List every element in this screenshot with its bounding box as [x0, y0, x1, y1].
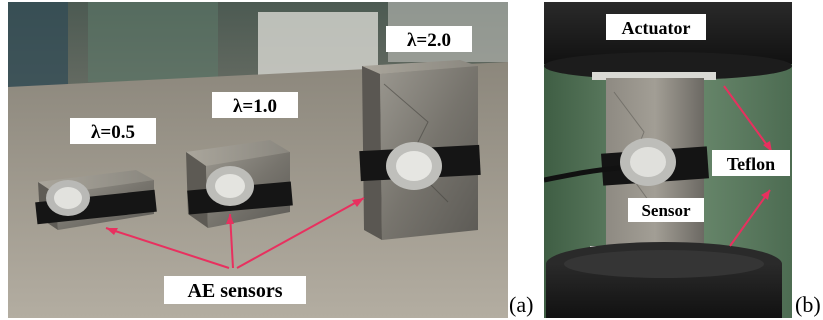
label-actuator: Actuator: [606, 14, 706, 40]
photo-panel-a: λ=0.5 λ=1.0 λ=2.0 AE sensors: [8, 2, 508, 318]
arrow-to-teflon-bottom: [729, 189, 771, 247]
svg-text:λ=1.0: λ=1.0: [233, 96, 277, 117]
panel-letter-b: (b): [795, 292, 821, 317]
svg-text:AE sensors: AE sensors: [187, 280, 282, 302]
panel-letter-a: (a): [509, 292, 534, 317]
svg-text:Actuator: Actuator: [622, 18, 691, 38]
arrow-to-sensor-3: [236, 197, 365, 269]
label-ratio-large: λ=2.0: [386, 26, 472, 52]
label-sensor: Sensor: [628, 198, 704, 222]
label-teflon: Teflon: [712, 150, 790, 176]
loading-setup-photo: Actuator Teflon Sensor: [544, 2, 792, 318]
svg-text:Teflon: Teflon: [727, 154, 775, 174]
arrow-to-teflon-top: [723, 85, 773, 153]
label-ratio-mid: λ=1.0: [212, 92, 298, 118]
svg-text:λ=0.5: λ=0.5: [91, 122, 135, 143]
arrow-to-sensor-2: [226, 213, 234, 269]
svg-text:Sensor: Sensor: [641, 201, 691, 220]
photo-panel-b: Actuator Teflon Sensor: [544, 2, 792, 318]
svg-text:λ=2.0: λ=2.0: [407, 30, 451, 51]
arrow-to-sensor-1: [105, 227, 230, 269]
label-ratio-small: λ=0.5: [70, 118, 156, 144]
label-ae-sensors: AE sensors: [164, 276, 306, 304]
specimens-photo: λ=0.5 λ=1.0 λ=2.0 AE sensors: [8, 2, 508, 318]
